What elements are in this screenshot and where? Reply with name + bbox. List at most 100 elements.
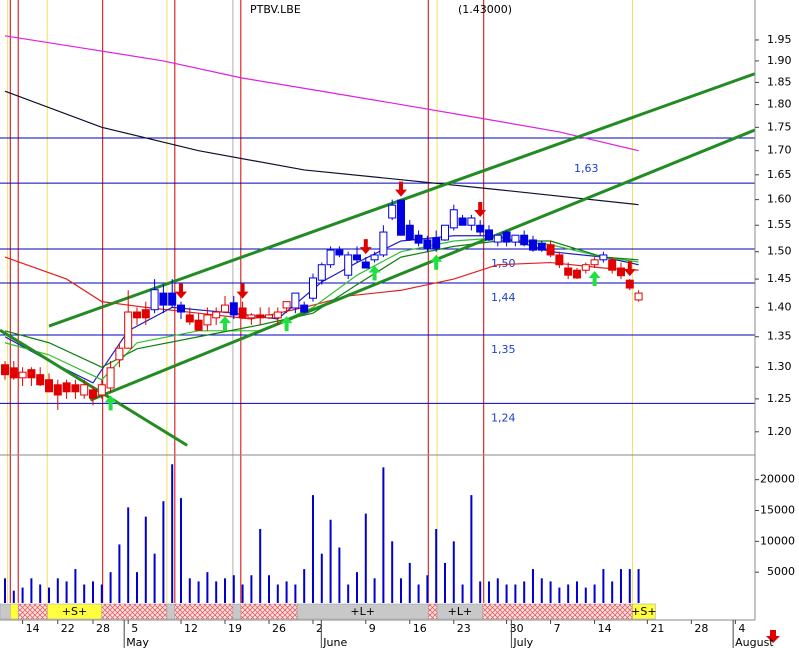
candle-body [159, 292, 168, 306]
x-tick-label: 30 [510, 622, 524, 635]
candle-body [396, 199, 405, 236]
month-label: June [322, 636, 347, 648]
y-tick-label: 1.50 [767, 245, 792, 258]
x-tick-label: 16 [413, 622, 427, 635]
candle-body [264, 314, 273, 319]
y-tick-label: 1.55 [767, 218, 792, 231]
candle-body [414, 234, 423, 244]
chart-title: PTBV.LBE [250, 3, 301, 16]
y-tick-label: 1.80 [767, 98, 792, 111]
candle-body [634, 292, 643, 301]
candle-body [432, 237, 441, 249]
trend-line [89, 128, 755, 402]
x-tick-label: 22 [61, 622, 75, 635]
candle-body [97, 384, 106, 396]
candle-body [528, 239, 537, 251]
candle-body [0, 364, 9, 376]
candle-body [616, 267, 625, 277]
candle-body [291, 292, 300, 309]
candle-body [36, 374, 45, 386]
strip-label: +S+ [631, 605, 656, 618]
sell-arrow [623, 261, 636, 277]
candle-body [88, 389, 97, 399]
strip-label: +L+ [448, 605, 473, 618]
trend-line [0, 328, 188, 447]
candle-body [388, 204, 397, 219]
candle-body [625, 279, 634, 289]
x-tick-label: 7 [554, 622, 561, 635]
level-label: 1,35 [491, 343, 516, 356]
candle-body [370, 254, 379, 261]
candle-body [106, 367, 115, 389]
candle-body [141, 309, 150, 319]
candle-body [599, 254, 608, 261]
candle-body [71, 384, 80, 393]
sell-arrow [474, 202, 487, 218]
candle-body [203, 314, 212, 326]
sell-arrow [394, 181, 407, 197]
candle-body [308, 277, 317, 299]
volume-tick-label: 20000 [760, 473, 795, 486]
candle-body [608, 259, 617, 271]
buy-arrow [280, 316, 293, 332]
candle-body [493, 234, 502, 243]
level-label: 1,63 [574, 162, 599, 175]
candle-body [361, 261, 370, 269]
sell-arrow [359, 239, 372, 255]
y-tick-label: 1.35 [767, 330, 792, 343]
strip-hatch [174, 604, 233, 619]
candle-body [238, 307, 247, 319]
candle-body [150, 289, 159, 311]
candle-body [9, 367, 18, 379]
y-tick-label: 1.65 [767, 168, 792, 181]
y-tick-label: 1.40 [767, 300, 792, 313]
scroll-icon[interactable] [766, 630, 780, 643]
level-label: 1,44 [491, 291, 516, 304]
candle-body [458, 217, 467, 226]
strip-hatch [101, 604, 167, 619]
candle-body [502, 231, 511, 243]
x-tick-label: 14 [598, 622, 612, 635]
x-tick-label: 2 [316, 622, 323, 635]
candle-body [18, 371, 27, 379]
candle-body [132, 311, 141, 319]
y-tick-label: 1.20 [767, 425, 792, 438]
y-tick-label: 1.70 [767, 144, 792, 157]
y-tick-label: 1.90 [767, 54, 792, 67]
strip-segment [166, 603, 176, 620]
buy-arrow [104, 395, 117, 411]
month-label: May [126, 636, 149, 648]
y-tick-label: 1.30 [767, 360, 792, 373]
candle-body [176, 304, 185, 313]
candle-body [53, 384, 62, 396]
candle-body [537, 242, 546, 251]
y-tick-label: 1.25 [767, 392, 792, 405]
candle-body [62, 382, 71, 393]
level-label: 1,50 [491, 257, 516, 270]
candle-body [352, 254, 361, 261]
candle-body [256, 314, 265, 319]
x-tick-label: 19 [228, 622, 242, 635]
x-tick-label: 5 [131, 622, 138, 635]
candle-body [168, 292, 177, 306]
x-tick-label: 9 [369, 622, 376, 635]
candle-body [581, 264, 590, 271]
sell-arrow [236, 283, 249, 299]
sell-arrow [174, 283, 187, 299]
candle-body [194, 319, 203, 331]
candle-body [379, 231, 388, 256]
candle-body [476, 224, 485, 233]
x-tick-label: 26 [272, 622, 286, 635]
strip-hatch [18, 604, 48, 619]
candle-body [564, 267, 573, 276]
candle-body [440, 224, 449, 241]
x-tick-label: 28 [694, 622, 708, 635]
strip-hatch [428, 604, 438, 619]
strip-segment [232, 603, 242, 620]
candle-body [326, 249, 335, 266]
candle-body [124, 311, 133, 349]
candle-body [273, 311, 282, 319]
strip-hatch [482, 604, 633, 619]
